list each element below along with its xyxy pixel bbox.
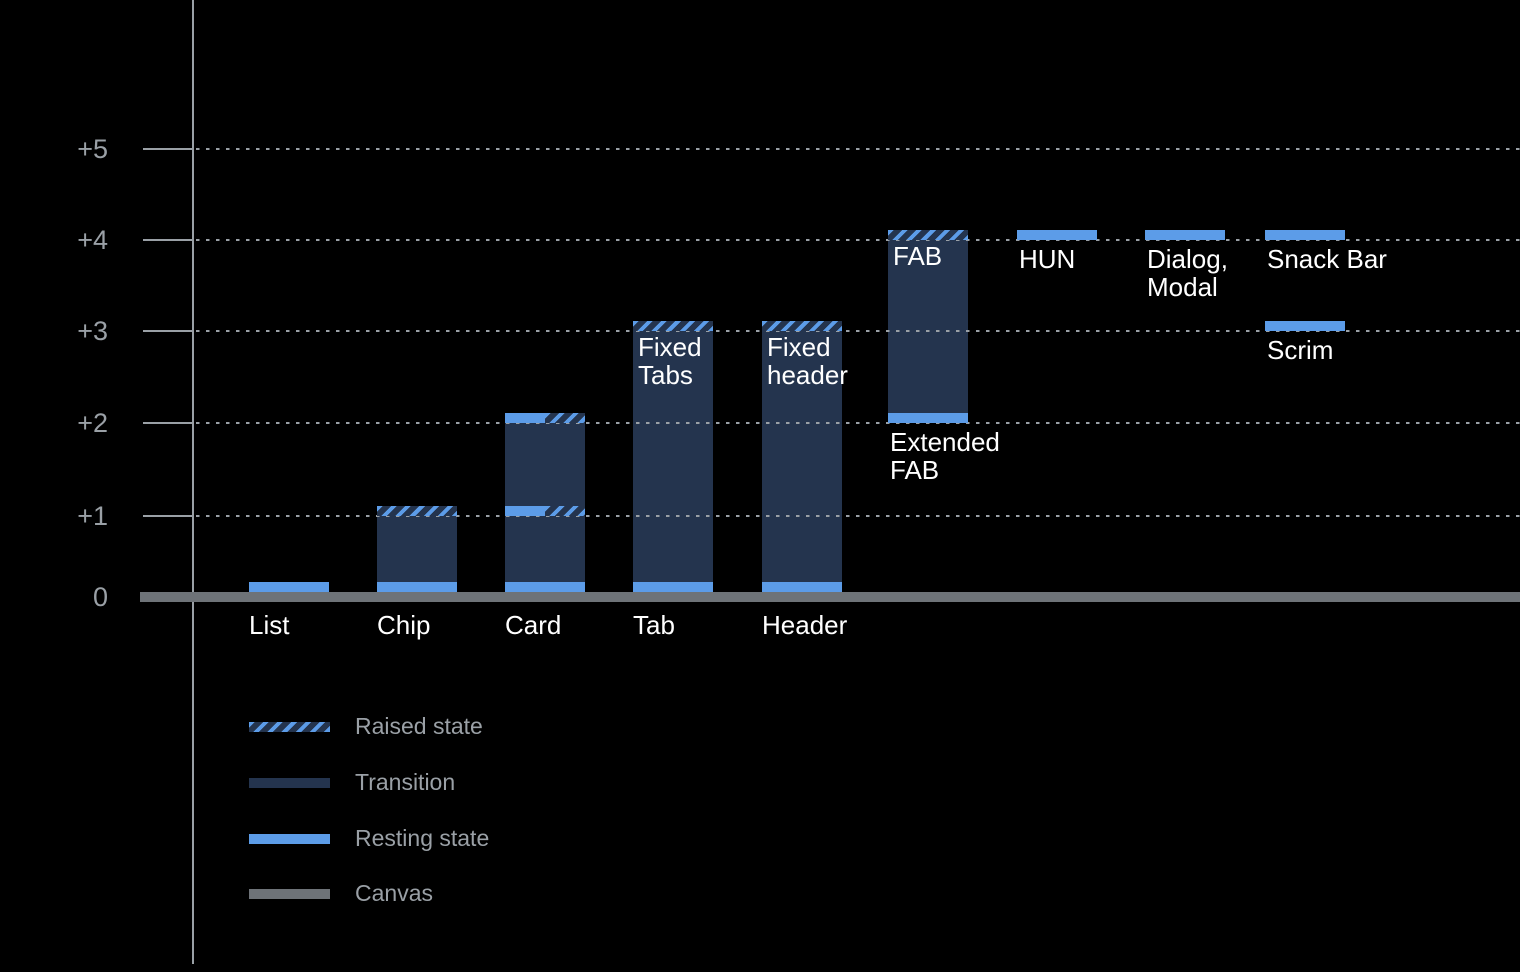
legend-label-raised: Raised state	[355, 713, 483, 739]
bar-fab-raised	[888, 230, 968, 240]
bar-fixed-tabs-resting	[633, 582, 713, 592]
bar-fixed-header-resting	[762, 582, 842, 592]
legend-swatch-raised-icon	[249, 722, 330, 732]
y-tick-label-0: 0	[92, 582, 108, 612]
bar-fab-label: FAB	[893, 241, 943, 271]
legend-label-resting: Resting state	[355, 825, 490, 851]
bar-card-raised-1	[545, 506, 585, 516]
y-axis-line	[192, 0, 194, 964]
y-tick-label-+5: +5	[77, 134, 108, 164]
bar-fixed-tabs-transition	[633, 331, 713, 582]
axis-tick-2	[143, 422, 193, 424]
gridline-2	[196, 422, 1520, 424]
legend-label-canvas: Canvas	[355, 880, 433, 906]
x-label-card: Card	[505, 610, 562, 640]
bar-fixed-header-label: Fixed header	[767, 332, 848, 390]
bar-card-raised-2	[545, 413, 585, 423]
bar-chip-resting	[377, 582, 457, 592]
bar-chip-raised	[377, 506, 457, 516]
y-tick-label-+1: +1	[77, 501, 108, 531]
y-tick-label-+2: +2	[77, 408, 108, 438]
bar-list-resting	[249, 582, 329, 592]
y-tick-label-+3: +3	[77, 316, 108, 346]
gridline-4	[196, 239, 1520, 241]
bar-dialog-modal-resting	[1145, 230, 1225, 240]
gridline-1	[196, 515, 1520, 517]
gridline-3	[196, 330, 1520, 332]
hun-note-label: HUN	[1019, 244, 1076, 274]
dialog-modal-note-label: Dialog, Modal	[1147, 244, 1228, 302]
bar-fixed-header-transition	[762, 331, 842, 582]
scrim-note-label: Scrim	[1267, 335, 1334, 365]
bar-fixed-header-raised	[762, 321, 842, 331]
axis-tick-3	[143, 330, 193, 332]
bar-card-resting-1	[505, 506, 545, 516]
x-label-list: List	[249, 610, 290, 640]
snack-bar-note-label: Snack Bar	[1267, 244, 1387, 274]
x-label-fixed-header: Header	[762, 610, 848, 640]
bar-fab-transition	[888, 240, 968, 413]
bar-card-resting	[505, 582, 585, 592]
bar-snack-bar-resting	[1265, 230, 1345, 240]
bar-fab-resting	[888, 413, 968, 423]
axis-tick-4	[143, 239, 193, 241]
bar-fixed-tabs-label: Fixed Tabs	[638, 332, 702, 390]
canvas-baseline	[140, 592, 1520, 602]
bar-card-transition	[505, 423, 585, 582]
fab-note-label: Extended FAB	[890, 427, 1000, 485]
bar-chip-transition	[377, 516, 457, 582]
axis-tick-5	[143, 148, 193, 150]
legend-swatch-resting-icon	[249, 834, 330, 844]
bar-fixed-tabs-raised	[633, 321, 713, 331]
bar-scrim-resting	[1265, 321, 1345, 331]
axis-tick-1	[143, 515, 193, 517]
legend-label-transition: Transition	[355, 769, 456, 795]
bar-hun-resting	[1017, 230, 1097, 240]
gridline-5	[196, 148, 1520, 150]
legend-swatch-transition-icon	[249, 778, 330, 788]
bar-card-resting-2	[505, 413, 545, 423]
x-label-fixed-tabs: Tab	[633, 610, 675, 640]
x-label-chip: Chip	[377, 610, 431, 640]
legend-swatch-canvas-icon	[249, 889, 330, 899]
y-tick-label-+4: +4	[77, 225, 108, 255]
